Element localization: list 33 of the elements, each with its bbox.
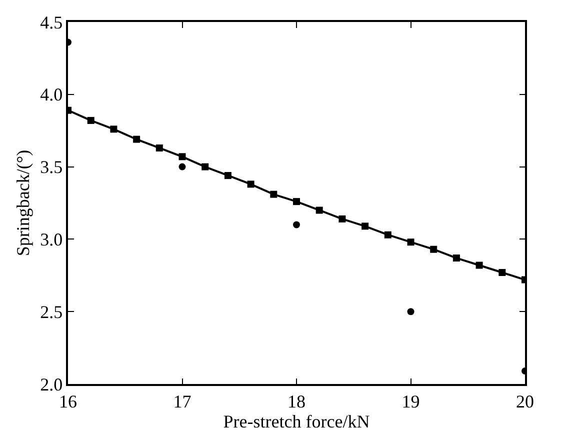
point — [430, 246, 438, 253]
point — [498, 269, 506, 276]
point — [110, 126, 118, 133]
x-tick-label: 17 — [173, 391, 192, 412]
point — [178, 153, 186, 160]
point — [87, 116, 94, 124]
point — [338, 215, 346, 222]
x-tick-label: 20 — [516, 391, 534, 412]
point — [293, 198, 300, 206]
point — [133, 136, 140, 143]
point — [156, 144, 163, 152]
point — [384, 231, 392, 238]
point — [476, 262, 483, 269]
point — [247, 180, 254, 188]
y-tick-label: 4.0 — [40, 84, 63, 105]
y-tick-label: 3.0 — [40, 230, 63, 250]
point — [407, 238, 414, 246]
point — [362, 222, 369, 230]
y-tick-label: 2.5 — [40, 302, 63, 322]
point — [178, 163, 186, 170]
y-tick-label: 3.5 — [40, 157, 63, 178]
point — [452, 254, 460, 262]
point — [270, 190, 278, 198]
x-tick-label: 19 — [402, 391, 420, 412]
point — [407, 308, 414, 316]
x-axis-title: Pre-stretch force/kN — [223, 411, 370, 432]
point — [293, 221, 300, 228]
point — [316, 206, 323, 214]
x-tick-label: 18 — [288, 391, 306, 412]
point — [224, 172, 232, 179]
point — [202, 163, 209, 170]
y-tick-label: 4.5 — [40, 12, 63, 32]
y-axis-title: Springback/(°) — [12, 150, 33, 256]
